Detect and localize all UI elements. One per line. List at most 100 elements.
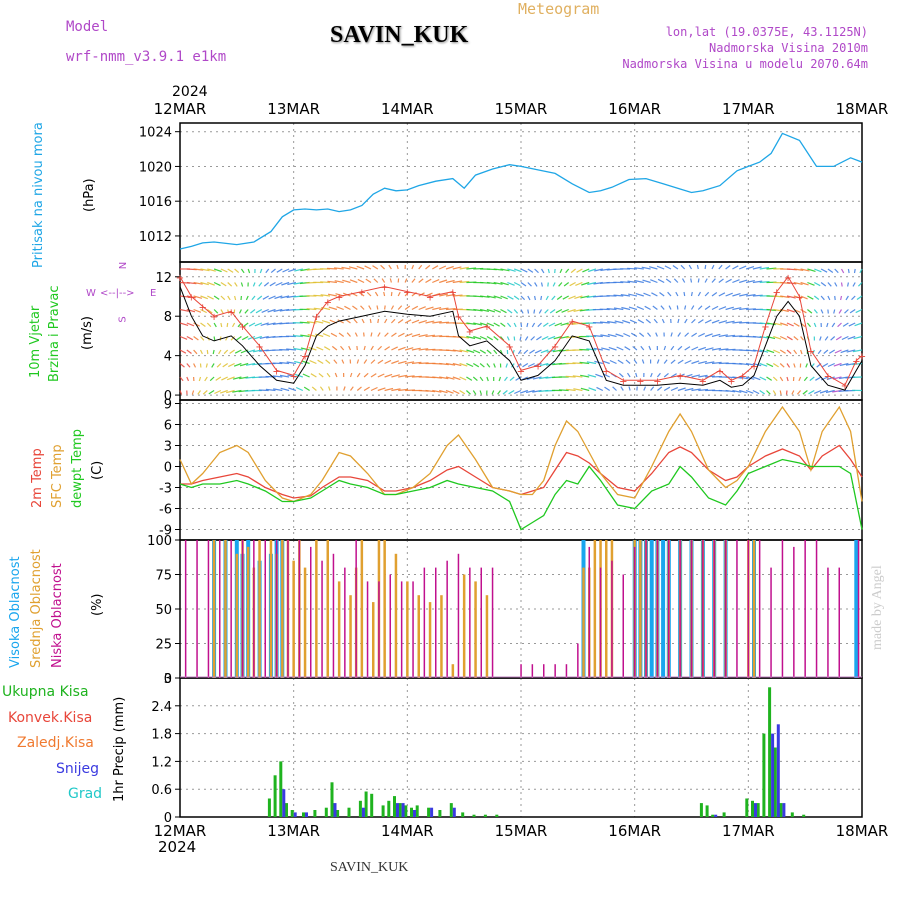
wind-barb — [505, 363, 508, 368]
total-precip-bar — [461, 812, 465, 817]
wind-barb — [718, 306, 727, 311]
low-cloud-bar — [491, 567, 494, 678]
wind-barb — [711, 264, 715, 270]
wind-barb — [398, 374, 408, 378]
wind-barb — [232, 376, 242, 380]
wind-barb — [759, 322, 770, 325]
total-precip-bar — [773, 747, 777, 817]
wind-barb — [466, 335, 476, 340]
gust-marker: + — [426, 293, 434, 304]
wind-barb — [287, 374, 297, 378]
wind-barb — [432, 321, 442, 324]
wind-barb — [227, 268, 234, 273]
wind-barb — [643, 386, 647, 391]
wind-barb — [522, 362, 529, 368]
wind-barb — [452, 362, 462, 367]
wind-barb — [641, 266, 651, 270]
wind-barb — [691, 318, 696, 324]
wind-barb — [558, 389, 569, 392]
wind-barb — [251, 295, 256, 301]
wind-barb — [580, 374, 590, 378]
wind-barb — [363, 386, 370, 392]
wind-barb — [313, 294, 324, 297]
wind-barb — [213, 281, 221, 287]
wind-barb — [839, 362, 849, 367]
wind-barb — [586, 348, 597, 351]
wind-barb — [213, 309, 219, 314]
wind-barb — [653, 318, 658, 324]
gust-marker: + — [676, 371, 684, 382]
wind-barb — [193, 268, 204, 271]
wind-barb — [349, 279, 358, 284]
wind-barb — [677, 359, 684, 365]
wind-barb — [586, 361, 597, 365]
mid-cloud-bar — [639, 540, 642, 678]
wind-barb — [514, 389, 522, 395]
wind-barb — [363, 372, 369, 378]
wind-barb — [411, 347, 421, 351]
low-cloud-bar — [793, 546, 795, 678]
wind-barb — [718, 292, 726, 297]
wind-barb — [493, 322, 500, 327]
snow-bar — [782, 803, 786, 817]
wind-barb — [642, 279, 651, 284]
wind-barb — [356, 265, 365, 270]
wind-barb — [411, 264, 415, 270]
compass-e: E — [150, 288, 157, 299]
mid-cloud-bar — [417, 595, 420, 678]
wind-barb — [608, 346, 617, 351]
wind-barb — [234, 295, 237, 301]
low-cloud-bar — [344, 567, 346, 678]
gust-marker: + — [750, 362, 758, 373]
gust-marker: + — [716, 366, 724, 377]
wind-barb — [534, 349, 542, 354]
wind-barb — [303, 386, 310, 392]
wind-barb — [445, 308, 456, 311]
wind-barb — [500, 281, 509, 286]
low-cloud-bar — [679, 540, 681, 678]
total-precip-bar — [790, 812, 794, 817]
low-cloud-bar — [668, 540, 670, 678]
wind-barb — [274, 295, 283, 300]
wind-barb — [661, 318, 665, 324]
wind-barb — [244, 309, 249, 314]
wind-barb — [212, 349, 215, 355]
wind-barb — [628, 306, 638, 311]
snow-bar — [413, 810, 416, 817]
low-cloud-bar — [457, 553, 460, 678]
low-cloud-bar — [196, 540, 198, 678]
wind-barb — [698, 388, 709, 392]
total-precip-bar — [449, 803, 453, 817]
low-cloud-bar — [253, 540, 255, 678]
wind-barb — [497, 390, 501, 395]
wind-barb — [711, 319, 720, 324]
wind-barb — [320, 281, 331, 284]
wind-barb — [350, 386, 354, 391]
wind-barb — [819, 389, 829, 394]
wind-barb — [663, 386, 671, 392]
wind-barb — [684, 305, 687, 310]
wind-barb — [684, 359, 692, 365]
wind-barb — [452, 294, 463, 297]
wind-barb — [752, 280, 763, 284]
mid-cloud-bar — [428, 602, 432, 678]
wind-barb — [593, 334, 603, 338]
wind-barb — [259, 268, 263, 274]
x-tick-label-bottom: 13MAR — [267, 822, 320, 840]
gust-marker: + — [534, 362, 542, 373]
wind-barb — [711, 333, 721, 338]
lonlat-label: lon,lat (19.0375E, 43.1125N) — [665, 25, 868, 39]
wind-barb — [847, 282, 849, 287]
gust-marker: + — [761, 322, 769, 333]
wind-barb — [220, 268, 228, 273]
wind-barb — [207, 281, 215, 286]
wind-barb — [711, 292, 718, 297]
low-cloud-bar — [857, 540, 860, 678]
total-precip-bar — [302, 812, 305, 817]
wind-barb — [519, 389, 528, 394]
low-cloud-bar — [531, 664, 534, 678]
x-tick-label-top: 14MAR — [381, 100, 434, 118]
wind-barb — [273, 388, 283, 392]
wind-barb — [377, 359, 384, 365]
wind-barb — [404, 305, 411, 310]
